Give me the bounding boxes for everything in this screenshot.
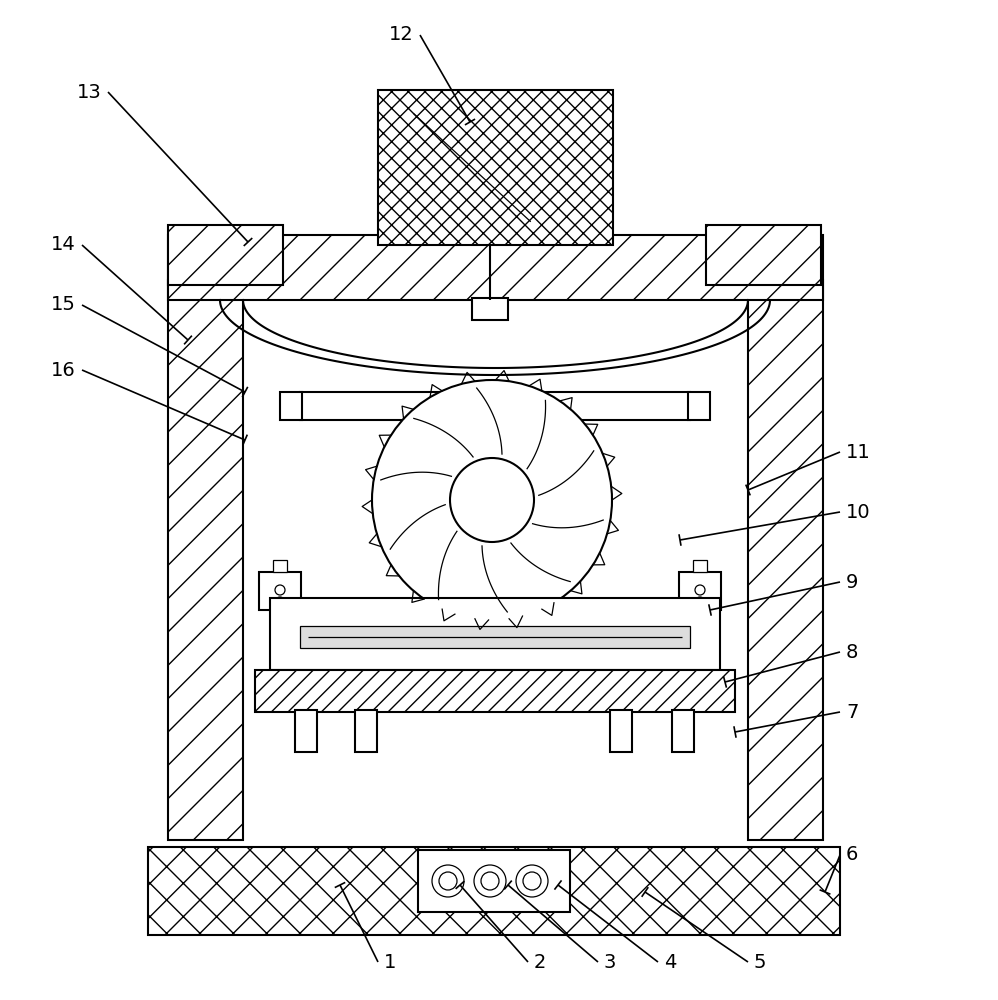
Bar: [273, 560, 287, 572]
Circle shape: [372, 380, 612, 620]
Bar: [300, 392, 690, 420]
Bar: [378, 90, 613, 245]
Bar: [688, 392, 710, 420]
Bar: [295, 710, 317, 752]
Bar: [148, 847, 840, 935]
Bar: [355, 710, 377, 752]
Bar: [472, 298, 508, 320]
Bar: [255, 670, 735, 712]
Text: 11: 11: [846, 442, 870, 462]
Bar: [168, 280, 243, 840]
Text: 7: 7: [846, 702, 858, 722]
Bar: [270, 598, 720, 670]
Bar: [168, 235, 823, 300]
Bar: [168, 225, 283, 285]
Bar: [300, 626, 690, 648]
Text: 12: 12: [389, 25, 414, 44]
Bar: [748, 280, 823, 840]
Text: 3: 3: [604, 952, 617, 972]
Text: 16: 16: [51, 360, 76, 379]
Text: 5: 5: [754, 952, 766, 972]
Text: 6: 6: [846, 846, 858, 864]
Text: 15: 15: [51, 296, 76, 314]
Text: 4: 4: [664, 952, 677, 972]
Text: 2: 2: [534, 952, 546, 972]
Bar: [693, 560, 707, 572]
Circle shape: [450, 458, 534, 542]
Bar: [280, 392, 302, 420]
Bar: [418, 850, 570, 912]
Text: 9: 9: [846, 572, 858, 591]
Text: 8: 8: [846, 643, 858, 662]
Text: 14: 14: [51, 235, 76, 254]
Text: 13: 13: [77, 83, 102, 102]
Bar: [706, 225, 821, 285]
Bar: [672, 710, 694, 752]
Bar: [610, 710, 632, 752]
Text: 1: 1: [384, 952, 396, 972]
Bar: [679, 572, 721, 610]
Text: 10: 10: [846, 502, 870, 522]
Bar: [259, 572, 301, 610]
